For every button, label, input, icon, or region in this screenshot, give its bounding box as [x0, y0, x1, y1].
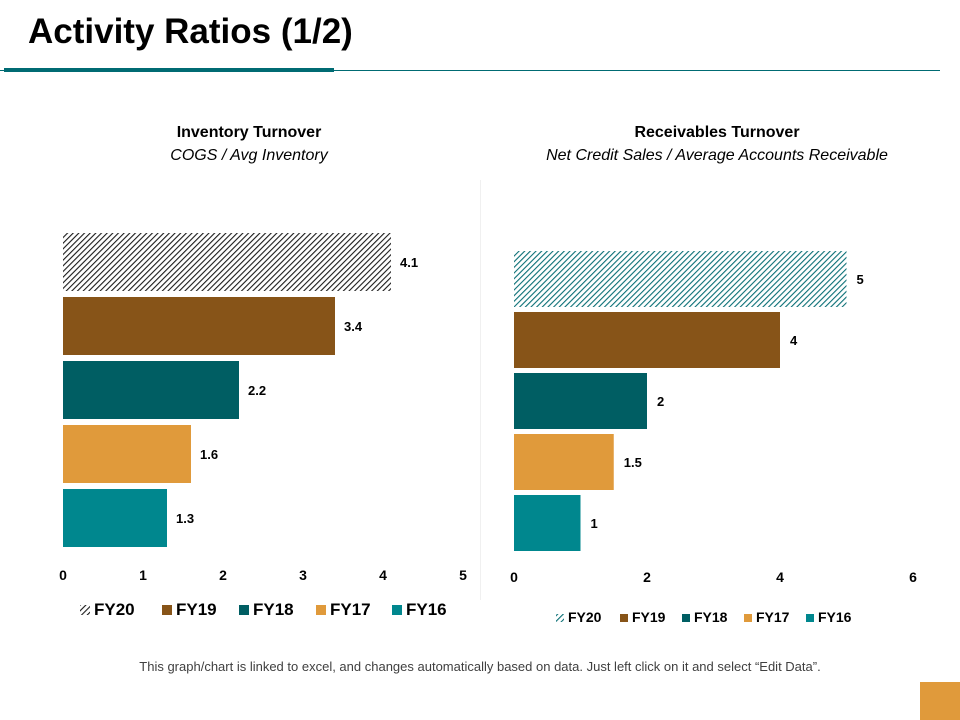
chart1-legend-label-fy16: FY16	[406, 600, 447, 619]
chart2-bar-fy16	[514, 495, 581, 551]
chart2-data-label-fy16: 1	[591, 516, 598, 531]
chart1-x-tick-label: 3	[299, 567, 307, 583]
chart1-bar-fy17	[63, 425, 191, 483]
chart1-title: Inventory Turnover	[177, 124, 322, 141]
chart1-bar-fy18	[63, 361, 239, 419]
chart1-data-label-fy19: 3.4	[344, 319, 363, 334]
header-rule	[0, 70, 940, 71]
chart2-bar-fy19	[514, 312, 780, 368]
chart1-data-label-fy18: 2.2	[248, 383, 266, 398]
chart2-legend-swatch-fy20	[556, 614, 564, 622]
chart2-x-tick-label: 6	[909, 569, 917, 585]
chart1-x-tick-label: 5	[459, 567, 467, 583]
chart1-legend-swatch-fy19	[162, 605, 172, 615]
chart-divider	[480, 180, 481, 600]
chart2-data-label-fy17: 1.5	[624, 455, 642, 470]
corner-accent-box	[920, 682, 960, 720]
chart1-subtitle: COGS / Avg Inventory	[170, 147, 328, 164]
chart1-x-tick-label: 0	[59, 567, 67, 583]
footer-note: This graph/chart is linked to excel, and…	[139, 659, 821, 674]
chart1-plot: 4.1 3.4 2.2 1.6 1.3 0 1 2 3 4 5 FY20 FY19 FY18 FY17 FY1…	[59, 233, 467, 619]
chart2-legend-label-fy19: FY19	[632, 609, 666, 625]
chart2-legend-label-fy16: FY16	[818, 609, 852, 625]
chart1-legend-label-fy19: FY19	[176, 600, 217, 619]
chart1-bar-fy16	[63, 489, 167, 547]
chart1-data-label-fy17: 1.6	[200, 447, 218, 462]
chart2-plot: 5 4 2 1.5 1 0 2 4 6 FY20 FY19 FY18 FY17 FY16	[510, 251, 917, 625]
chart2-x-tick-label: 4	[776, 569, 784, 585]
chart2-data-label-fy19: 4	[790, 333, 798, 348]
chart2-bar-fy17	[514, 434, 614, 490]
chart1-data-label-fy16: 1.3	[176, 511, 194, 526]
chart1-bar-fy19	[63, 297, 335, 355]
chart2-legend-label-fy17: FY17	[756, 609, 790, 625]
chart2-x-tick-label: 2	[643, 569, 651, 585]
chart1-data-label-fy20: 4.1	[400, 255, 418, 270]
chart1-x-tick-label: 2	[219, 567, 227, 583]
chart2-title: Receivables Turnover	[634, 124, 799, 141]
chart1-legend-label-fy18: FY18	[253, 600, 294, 619]
chart2-data-label-fy20: 5	[857, 272, 864, 287]
chart2-legend-swatch-fy18	[682, 614, 690, 622]
chart1-legend-label-fy17: FY17	[330, 600, 371, 619]
chart1-legend-swatch-fy18	[239, 605, 249, 615]
chart2-data-label-fy18: 2	[657, 394, 664, 409]
chart1-legend-swatch-fy16	[392, 605, 402, 615]
chart1-bar-fy20	[63, 233, 391, 291]
chart1-x-tick-label: 4	[379, 567, 387, 583]
chart2-legend-label-fy20: FY20	[568, 609, 602, 625]
chart2-legend-swatch-fy17	[744, 614, 752, 622]
chart2-bar-fy20	[514, 251, 847, 307]
chart1-x-tick-label: 1	[139, 567, 147, 583]
chart2-legend-label-fy18: FY18	[694, 609, 728, 625]
chart1-legend-swatch-fy17	[316, 605, 326, 615]
chart2-legend-swatch-fy19	[620, 614, 628, 622]
chart2-x-tick-label: 0	[510, 569, 518, 585]
chart2-legend-swatch-fy16	[806, 614, 814, 622]
chart2-bar-fy18	[514, 373, 647, 429]
chart1-legend-label-fy20: FY20	[94, 600, 135, 619]
chart1-legend-swatch-fy20	[80, 605, 90, 615]
page-title: Activity Ratios (1/2)	[28, 12, 353, 51]
chart2-subtitle: Net Credit Sales / Average Accounts Rece…	[546, 147, 888, 164]
header-accent-rule	[4, 68, 334, 72]
